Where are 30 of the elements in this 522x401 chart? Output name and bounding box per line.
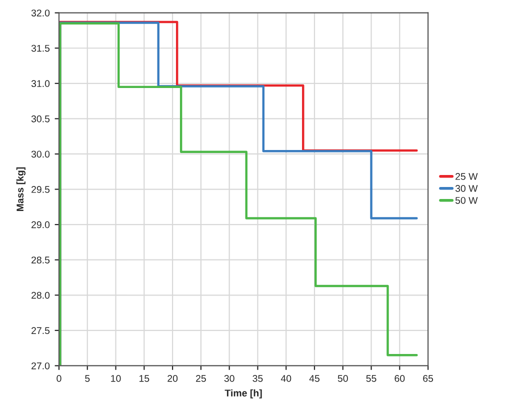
legend-label: 30 W [455, 184, 478, 192]
x-tick-label: 15 [139, 375, 150, 382]
x-tick-label: 45 [309, 375, 320, 382]
x-tick-label: 35 [252, 374, 263, 382]
y-tick-label: 28.0 [32, 292, 50, 299]
x-tick-label: 65 [423, 374, 434, 382]
y-tick-label: 31.5 [31, 44, 50, 52]
x-tick-label: 60 [394, 374, 405, 382]
x-axis-title: Time [h] [224, 389, 262, 398]
y-axis-title: Mass [kg] [16, 167, 26, 212]
y-tick-label: 29.0 [32, 221, 50, 228]
legend-label: 50 W [455, 196, 478, 204]
y-tick-label: 27.0 [32, 362, 50, 370]
y-tick-label: 28.5 [32, 256, 50, 264]
y-tick-label: 32.0 [31, 10, 50, 16]
x-tick-label: 40 [280, 374, 292, 382]
x-tick-label: 55 [366, 375, 376, 382]
x-tick-label: 30 [224, 374, 234, 382]
x-tick-label: 25 [196, 374, 206, 382]
x-tick-label: 50 [338, 374, 348, 382]
x-tick-label: 0 [56, 374, 62, 382]
x-tick-label: 5 [85, 375, 90, 382]
y-tick-label: 31.0 [31, 80, 50, 88]
y-tick-label: 30.0 [31, 150, 50, 158]
y-tick-label: 29.5 [32, 186, 50, 193]
y-tick-label: 30.5 [31, 115, 50, 122]
legend-label: 25 W [456, 173, 478, 180]
y-tick-label: 27.5 [32, 327, 50, 334]
x-tick-label: 20 [168, 374, 178, 382]
x-tick-label: 10 [111, 374, 121, 382]
